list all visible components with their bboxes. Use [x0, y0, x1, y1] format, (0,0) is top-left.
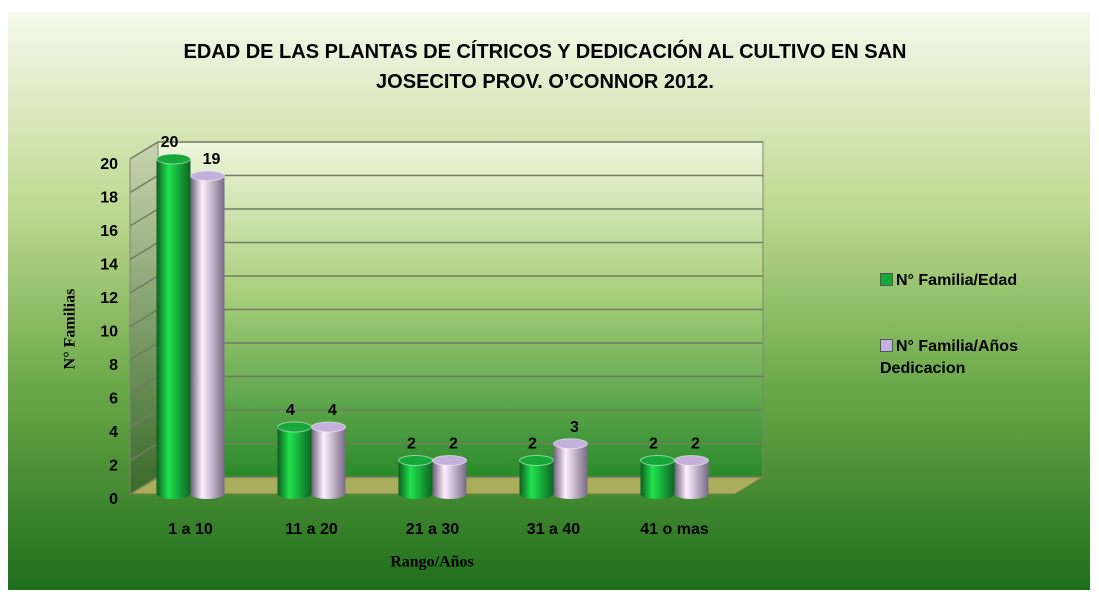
- bar-top: [277, 421, 312, 433]
- y-tick-label: 16: [100, 223, 118, 240]
- bar: [311, 421, 346, 499]
- y-tick-label: 20: [100, 156, 118, 173]
- x-tick-label: 41 o mas: [640, 521, 709, 538]
- data-label: 4: [286, 402, 295, 419]
- bar-body: [553, 443, 588, 499]
- bar-top: [432, 455, 467, 466]
- bar-body: [277, 427, 312, 499]
- bar-top: [640, 455, 675, 466]
- legend-swatch: [880, 339, 893, 352]
- legend-entry: N° Familia/Años Dedicacion: [880, 336, 1050, 380]
- bar-body: [519, 460, 554, 499]
- data-label: 2: [528, 436, 537, 453]
- bar-top: [311, 421, 346, 433]
- bar-body: [190, 175, 225, 499]
- bar: [398, 455, 433, 499]
- chart-title: EDAD DE LAS PLANTAS DE CÍTRICOS Y DEDICA…: [183, 41, 907, 93]
- x-tick-label: 11 a 20: [285, 521, 338, 538]
- bar-top: [190, 170, 225, 182]
- bar: [432, 455, 467, 499]
- data-label: 2: [449, 436, 458, 453]
- bar-body: [311, 427, 346, 499]
- x-tick-label: 21 a 30: [406, 521, 459, 538]
- bar: [190, 170, 225, 499]
- data-label: 3: [570, 419, 579, 436]
- bar-top: [674, 455, 709, 466]
- x-tick-label: 31 a 40: [527, 521, 580, 538]
- y-tick-label: 6: [109, 391, 118, 408]
- data-label: 2: [407, 436, 416, 453]
- y-tick-label: 18: [100, 190, 118, 207]
- legend-entry: N° Familia/Edad: [880, 270, 1050, 292]
- bar-top: [519, 455, 554, 466]
- bar: [156, 153, 191, 499]
- bar-top: [156, 153, 191, 165]
- bar-top: [553, 438, 588, 450]
- bar-body: [432, 460, 467, 499]
- grid-line: [129, 141, 763, 160]
- y-tick-label: 12: [100, 290, 118, 307]
- data-label: 19: [203, 151, 221, 168]
- y-tick-label: 10: [100, 324, 118, 341]
- bar-body: [674, 460, 709, 499]
- x-axis-title: Rango/Años: [390, 554, 474, 571]
- y-tick-label: 4: [109, 424, 118, 441]
- bar-body: [156, 159, 191, 499]
- bar: [674, 455, 709, 499]
- legend-label: N° Familia/Edad: [896, 272, 1018, 289]
- data-label: 4: [328, 402, 337, 419]
- bar: [553, 438, 588, 499]
- y-tick-label: 8: [109, 357, 118, 374]
- data-label: 2: [691, 436, 700, 453]
- legend-swatch: [880, 273, 893, 286]
- y-axis-title: N° Familias: [62, 289, 79, 370]
- y-tick-label: 2: [109, 458, 118, 475]
- bar-body: [398, 460, 433, 499]
- bar: [277, 421, 312, 499]
- legend-label: N° Familia/Años Dedicacion: [880, 338, 1018, 377]
- bar-body: [640, 460, 675, 499]
- data-label: 2: [649, 436, 658, 453]
- bar: [640, 455, 675, 499]
- bar-top: [398, 455, 433, 466]
- bar: [519, 455, 554, 499]
- data-label: 20: [161, 134, 179, 151]
- y-tick-label: 0: [109, 491, 118, 508]
- x-tick-label: 1 a 10: [168, 521, 213, 538]
- y-tick-label: 14: [100, 257, 118, 274]
